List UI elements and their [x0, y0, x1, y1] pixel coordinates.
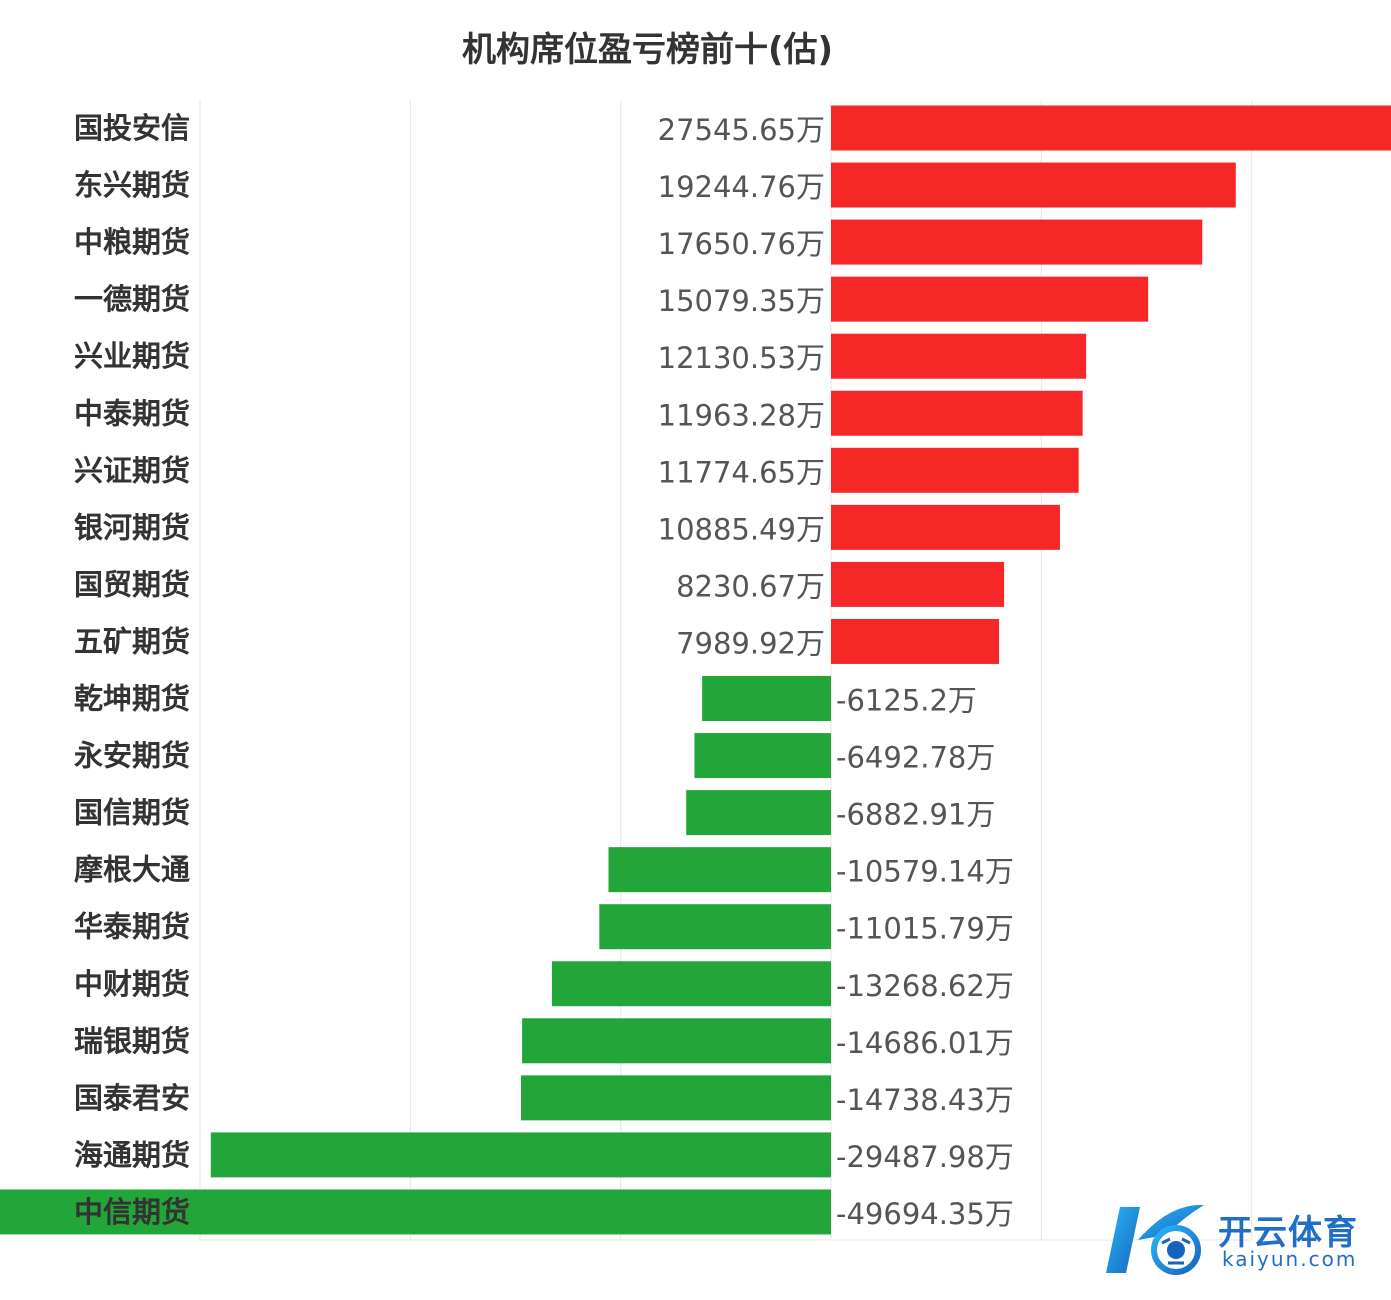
bar	[831, 504, 1060, 550]
bar	[831, 618, 1000, 664]
bar	[831, 162, 1236, 208]
category-label: 华泰期货	[74, 910, 190, 944]
category-label: 海通期货	[74, 1138, 190, 1172]
bar	[551, 961, 831, 1007]
value-label: -6882.91万	[836, 798, 995, 832]
bar	[0, 1189, 831, 1235]
category-label: 乾坤期货	[74, 682, 190, 716]
watermark-logo: 开云体育 kaiyun.com	[1100, 1195, 1385, 1285]
category-label: 兴证期货	[74, 453, 190, 487]
bar	[522, 1018, 831, 1064]
bar	[702, 676, 831, 721]
bar	[686, 790, 831, 836]
bar	[831, 333, 1087, 379]
category-label: 瑞银期货	[74, 1024, 190, 1058]
value-label: -11015.79万	[836, 912, 1014, 946]
category-label: 五矿期货	[74, 624, 190, 658]
category-label: 国贸期货	[74, 567, 190, 601]
value-label: 7989.92万	[676, 626, 825, 660]
watermark-domain-text: kaiyun.com	[1222, 1247, 1358, 1271]
category-label: 东兴期货	[74, 168, 190, 202]
category-labels: 国投安信东兴期货中粮期货一德期货兴业期货中泰期货兴证期货银河期货国贸期货五矿期货…	[74, 111, 190, 1229]
bar	[831, 561, 1005, 607]
value-label: -29487.98万	[836, 1140, 1014, 1174]
value-label: 17650.76万	[658, 227, 825, 261]
value-label: -6492.78万	[836, 741, 995, 775]
category-label: 永安期货	[74, 739, 190, 773]
bar	[831, 447, 1079, 493]
watermark-brand-text: 开云体育	[1218, 1213, 1358, 1253]
bar	[831, 276, 1149, 322]
value-label: -10579.14万	[836, 855, 1014, 889]
category-label: 国泰君安	[74, 1081, 190, 1115]
bars	[0, 105, 1391, 1235]
value-label: 15079.35万	[658, 284, 825, 318]
bar	[599, 904, 831, 950]
value-label: -14686.01万	[836, 1026, 1014, 1060]
bar	[831, 219, 1203, 265]
value-labels: 27545.65万 19244.76万 17650.76万 15079.35万 1213…	[658, 113, 1014, 1231]
category-label: 银河期货	[74, 510, 190, 544]
category-label: 中泰期货	[74, 396, 190, 430]
value-label: 11963.28万	[658, 398, 825, 432]
category-label: 中粮期货	[74, 225, 190, 259]
category-label: 摩根大通	[74, 853, 190, 887]
bar	[831, 390, 1083, 436]
category-label: 中信期货	[74, 1195, 190, 1229]
category-label: 兴业期货	[74, 339, 190, 373]
bar	[831, 105, 1391, 151]
value-label: -6125.2万	[836, 684, 977, 718]
bar	[608, 847, 831, 893]
bar	[521, 1075, 831, 1121]
value-label: 11774.65万	[658, 455, 825, 489]
value-label: -14738.43万	[836, 1083, 1014, 1117]
value-label: 8230.67万	[676, 569, 825, 603]
category-label: 一德期货	[74, 282, 190, 316]
value-label: 19244.76万	[658, 170, 825, 204]
kaiyun-logo-icon	[1106, 1204, 1204, 1275]
value-label: 10885.49万	[658, 512, 825, 546]
bar	[694, 733, 831, 779]
value-label: -13268.62万	[836, 969, 1014, 1003]
grid-lines	[199, 100, 1253, 1241]
category-label: 国投安信	[74, 111, 190, 145]
category-label: 中财期货	[74, 967, 190, 1001]
value-label: -49694.35万	[836, 1197, 1014, 1231]
value-label: 27545.65万	[658, 113, 825, 147]
chart-title: 机构席位盈亏榜前十(估)	[461, 30, 834, 70]
category-label: 国信期货	[74, 796, 190, 830]
value-label: 12130.53万	[658, 341, 825, 375]
bar	[210, 1132, 832, 1178]
